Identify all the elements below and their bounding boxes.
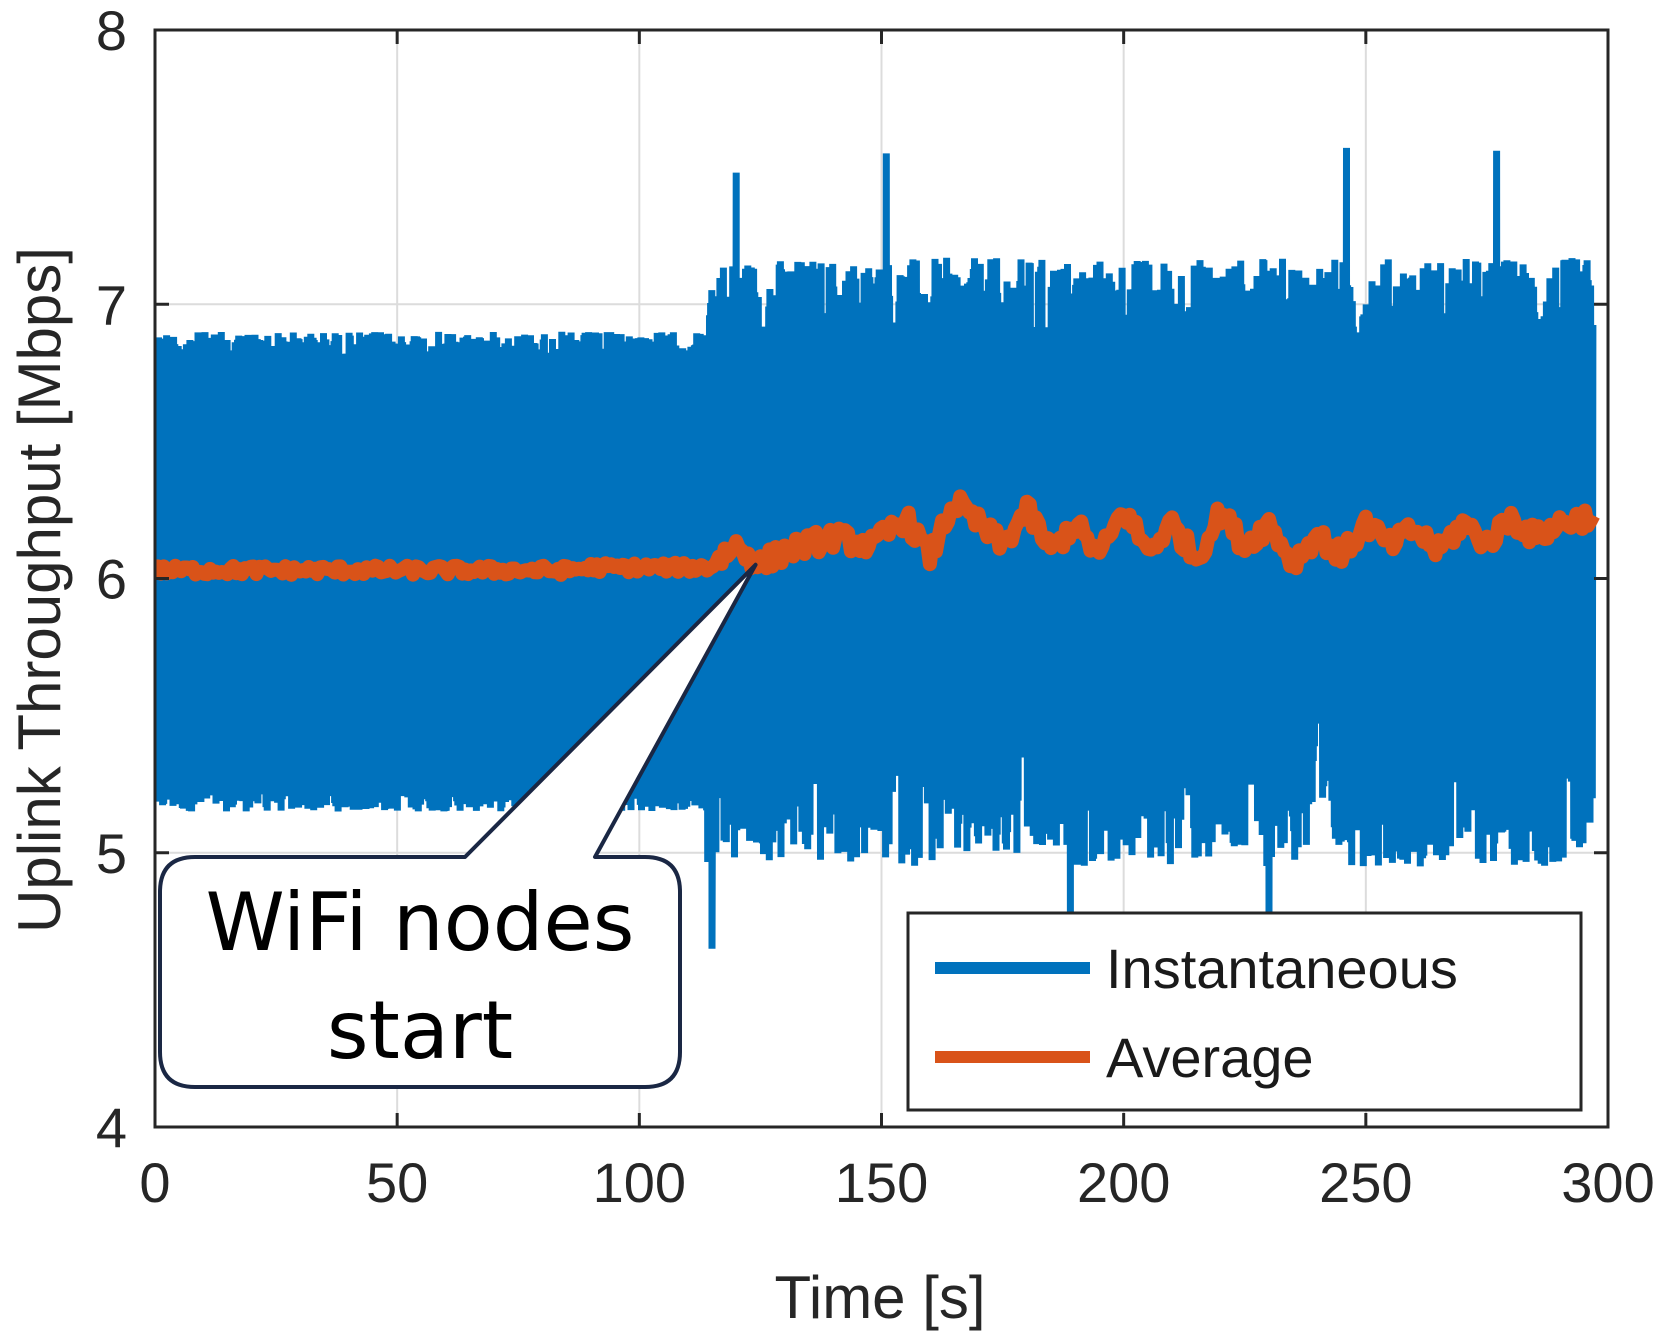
average-line [155,489,1600,582]
callout-text-line1: WiFi nodes [206,876,635,969]
x-tick-label: 200 [1077,1151,1170,1214]
y-tick-label: 5 [96,822,127,885]
series-average [155,489,1600,582]
y-tick-label: 7 [96,273,127,336]
x-tick-label: 0 [139,1151,170,1214]
legend: Instantaneous Average [906,911,1583,1112]
x-tick-label: 250 [1319,1151,1412,1214]
x-tick-label: 100 [593,1151,686,1214]
x-tick-label: 300 [1561,1151,1654,1214]
x-axis-label: Time [s] [774,1264,985,1331]
callout-bubble [158,562,758,1089]
callout-text-line2: start [327,984,513,1077]
y-tick-label: 4 [96,1096,127,1159]
y-tick-label: 6 [96,548,127,611]
x-tick-label: 150 [835,1151,928,1214]
ticks [153,28,1610,1129]
y-axis-label: Uplink Throughput [Mbps] [6,247,73,933]
legend-label-instantaneous: Instantaneous [1106,937,1458,1000]
y-tick-label: 8 [96,0,127,62]
legend-box [906,911,1583,1112]
annotation-callout: WiFi nodes start [158,562,758,1089]
legend-label-average: Average [1106,1026,1314,1089]
tick-labels: 0 50 100 150 200 250 300 4 5 6 7 8 [96,0,1655,1214]
x-tick-label: 50 [366,1151,428,1214]
